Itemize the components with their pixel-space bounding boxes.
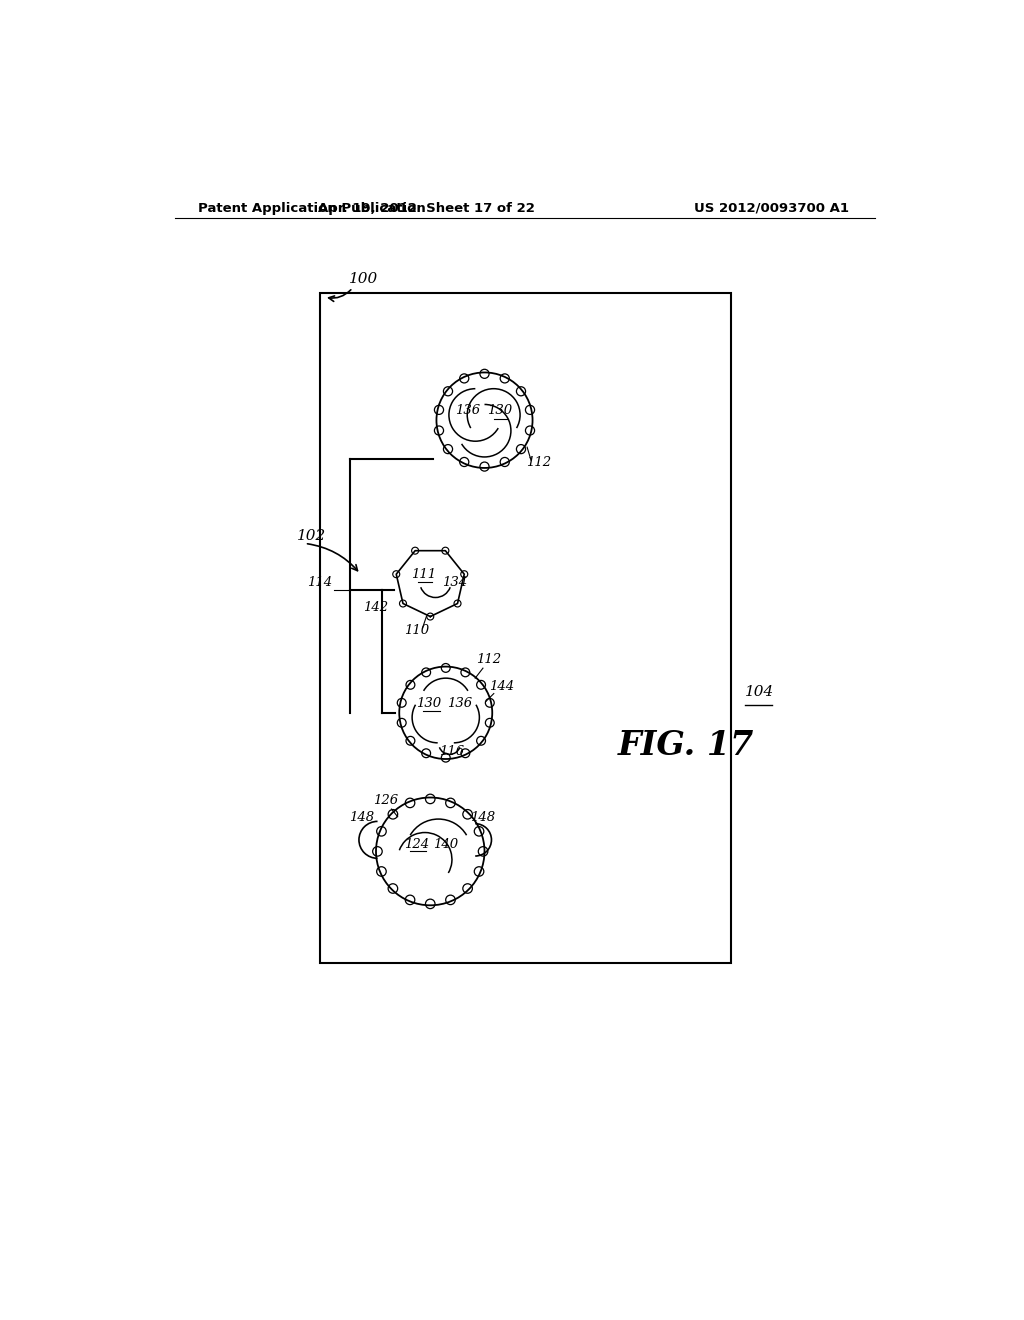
Text: 102: 102 bbox=[297, 529, 327, 543]
Text: 130: 130 bbox=[487, 404, 513, 417]
Text: US 2012/0093700 A1: US 2012/0093700 A1 bbox=[693, 202, 849, 215]
Text: 116: 116 bbox=[439, 746, 465, 758]
Text: 112: 112 bbox=[476, 653, 501, 665]
Text: 130: 130 bbox=[416, 697, 441, 710]
Text: 124: 124 bbox=[403, 838, 429, 850]
Text: 136: 136 bbox=[447, 697, 472, 710]
Text: 112: 112 bbox=[526, 457, 551, 470]
Text: 142: 142 bbox=[364, 601, 388, 614]
Text: 136: 136 bbox=[455, 404, 480, 417]
Bar bbox=[321, 293, 731, 964]
Text: 126: 126 bbox=[373, 793, 398, 807]
Text: Apr. 19, 2012  Sheet 17 of 22: Apr. 19, 2012 Sheet 17 of 22 bbox=[317, 202, 535, 215]
Text: 134: 134 bbox=[442, 576, 468, 589]
Text: Patent Application Publication: Patent Application Publication bbox=[198, 202, 426, 215]
Text: 148: 148 bbox=[349, 810, 375, 824]
Text: 148: 148 bbox=[470, 810, 496, 824]
Text: 100: 100 bbox=[349, 272, 378, 286]
Text: 144: 144 bbox=[489, 680, 514, 693]
Text: 104: 104 bbox=[744, 685, 774, 698]
Text: 114: 114 bbox=[307, 576, 333, 589]
Text: 110: 110 bbox=[403, 624, 429, 638]
Text: FIG. 17: FIG. 17 bbox=[617, 729, 755, 762]
Text: 111: 111 bbox=[412, 568, 436, 581]
Text: 140: 140 bbox=[433, 838, 459, 850]
